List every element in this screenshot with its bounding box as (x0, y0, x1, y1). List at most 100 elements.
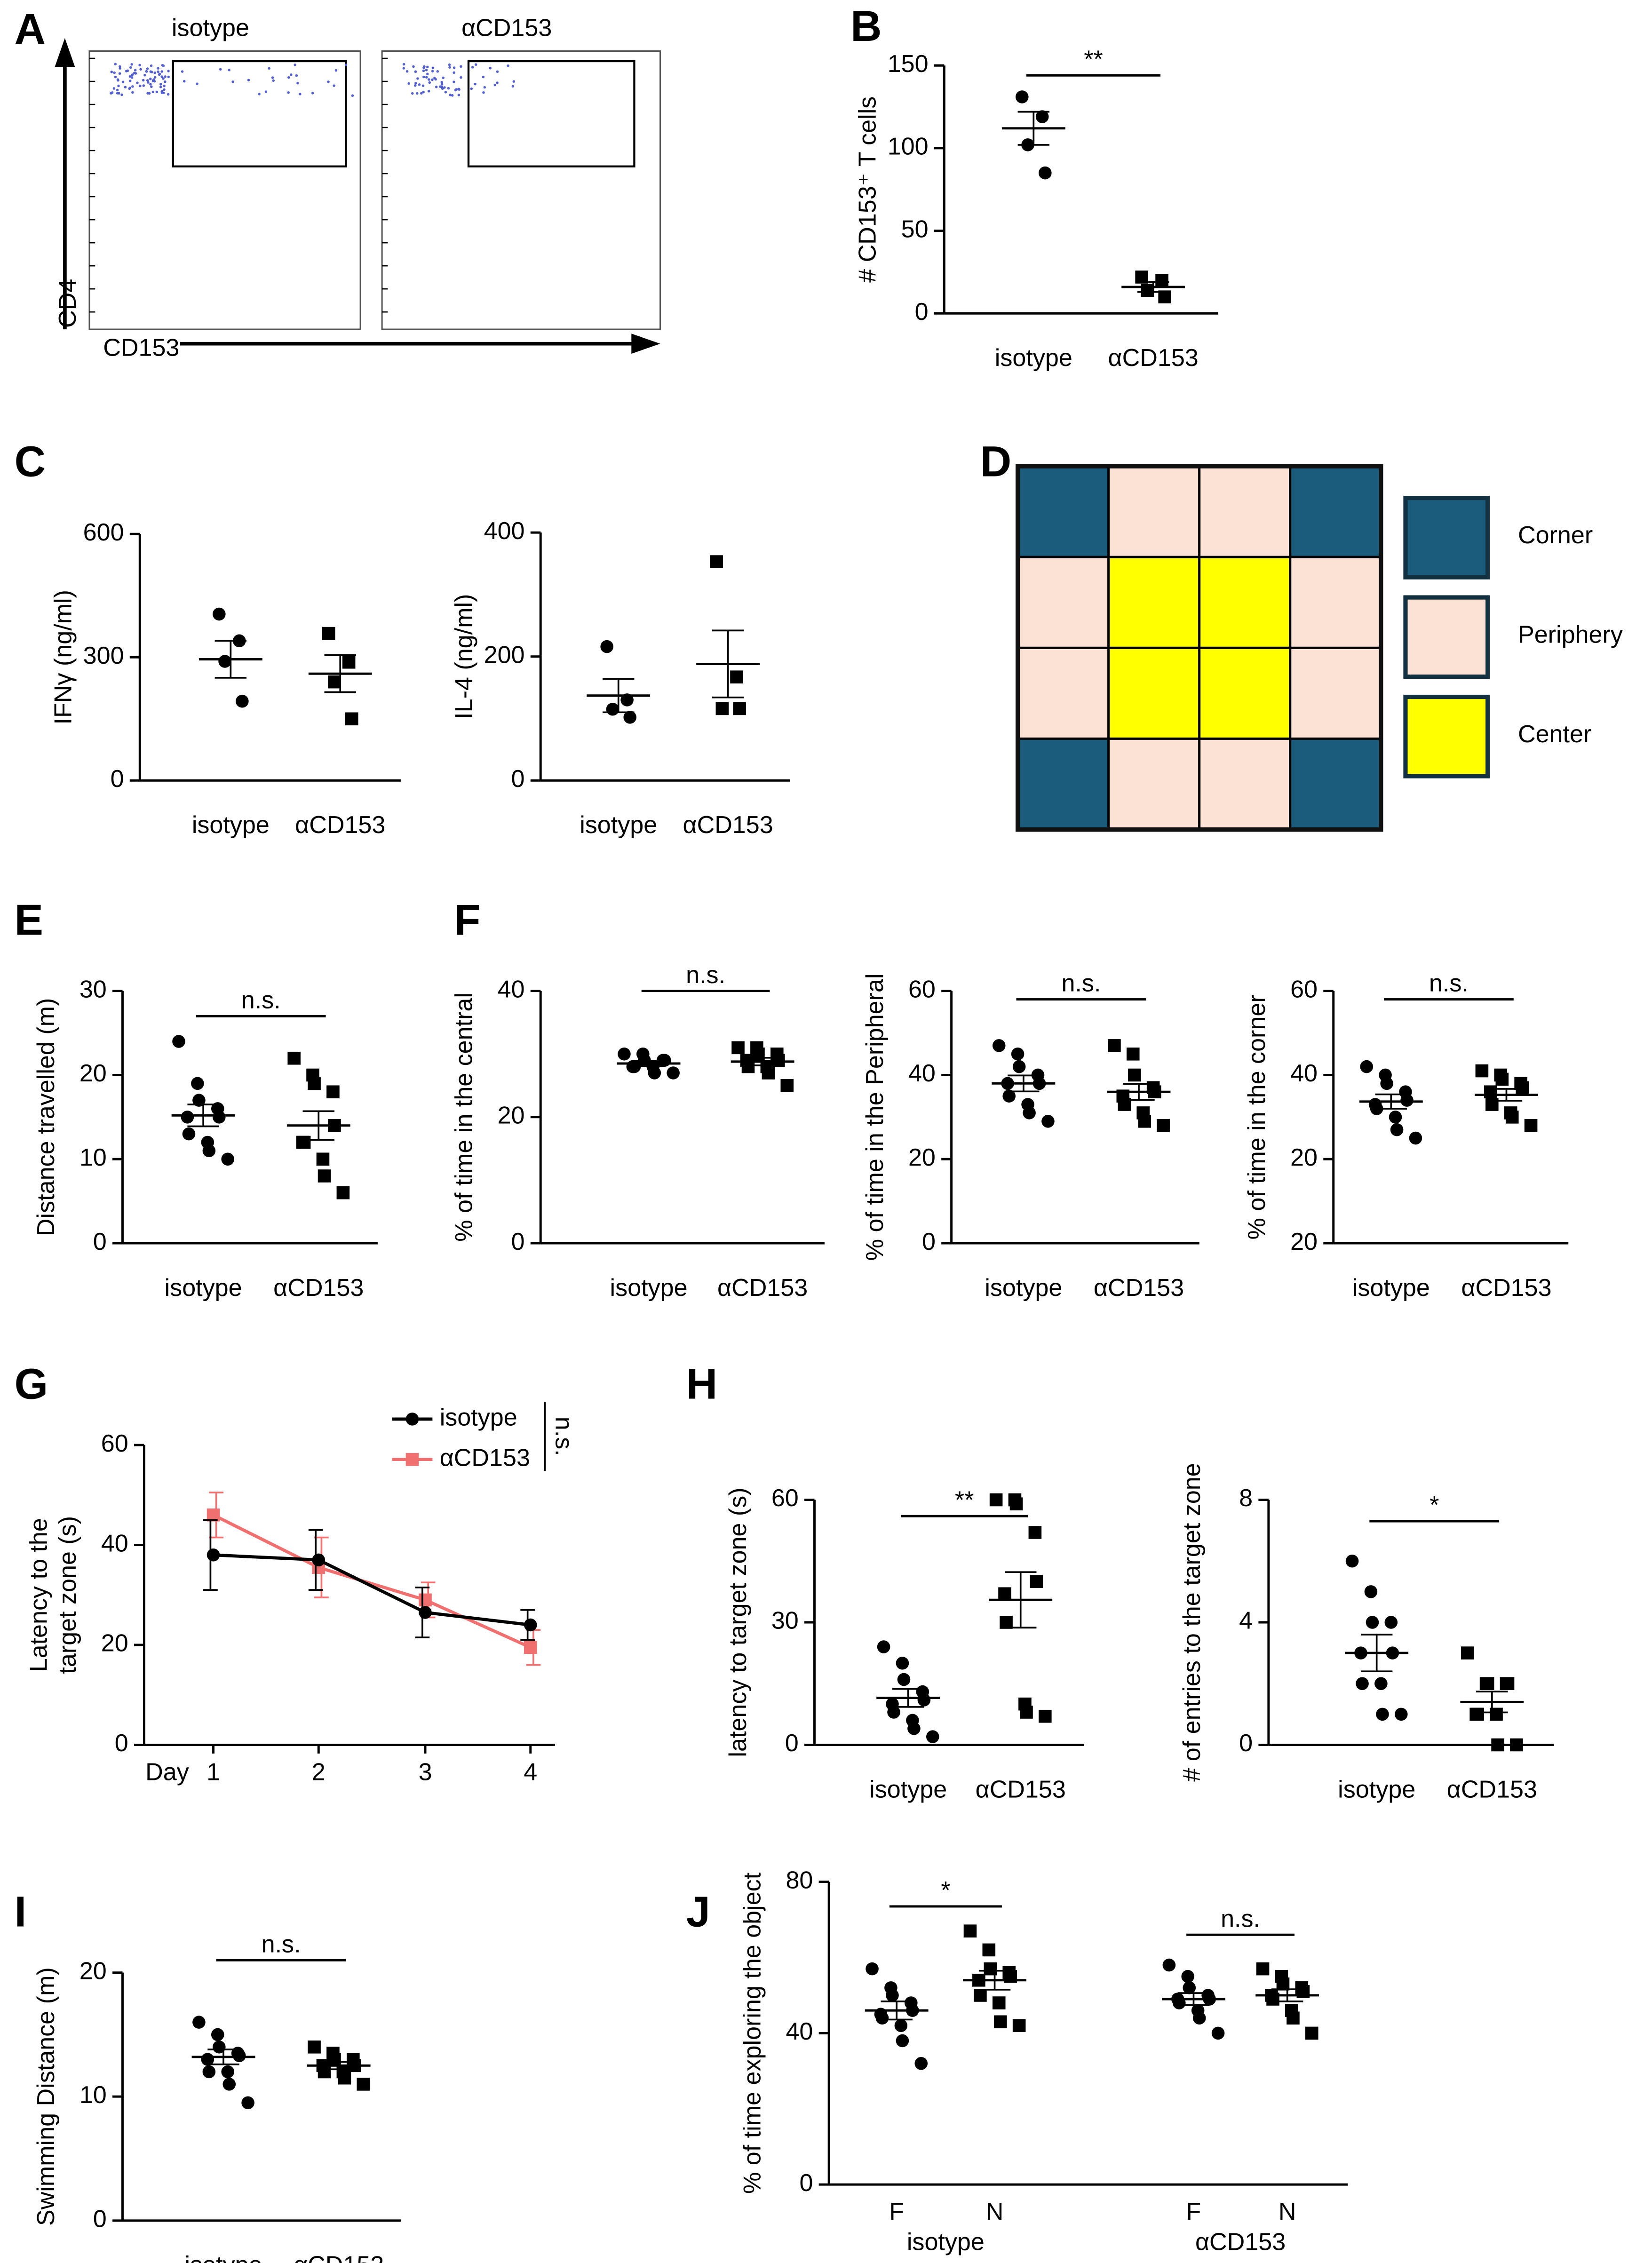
y-tick-label: 10 (79, 2081, 107, 2109)
event-dot (231, 80, 234, 83)
x-tick-label: isotype (1338, 1776, 1415, 1803)
significance-label: n.s. (1061, 970, 1101, 997)
event-dot (427, 90, 430, 93)
zone-cell (1107, 646, 1201, 740)
event-dot (402, 63, 405, 66)
group-label: isotype (907, 2229, 985, 2256)
event-dot (138, 64, 141, 67)
data-point (1516, 1081, 1529, 1095)
legend-swatch (1403, 694, 1490, 778)
event-dot (131, 85, 134, 88)
data-point (312, 1553, 326, 1567)
x-tick-label: αCD153 (1447, 1776, 1537, 1803)
arrow-head (631, 333, 660, 354)
data-point (1287, 2011, 1300, 2025)
zone-cell (1017, 556, 1110, 649)
zone-cell (1107, 556, 1201, 649)
legend-swatch (1403, 496, 1490, 580)
panel-letter: F (454, 896, 480, 944)
event-dot (167, 93, 170, 96)
event-dot (196, 82, 199, 85)
data-point (213, 1111, 226, 1124)
y-axis-label: latency to target zone (s) (724, 1487, 752, 1757)
y-tick-label: 20 (1290, 1144, 1318, 1171)
event-dot (183, 79, 186, 83)
x-axis-label: CD153 (103, 334, 179, 362)
significance-label: ** (1084, 46, 1103, 73)
event-dot (440, 81, 443, 84)
data-point (1276, 1977, 1290, 1991)
y-tick-label: 50 (901, 215, 929, 243)
data-point (1181, 1969, 1194, 1983)
y-axis-label: IFNγ (ng/ml) (50, 590, 77, 724)
event-dot (296, 81, 299, 85)
zone-cell (1107, 737, 1201, 831)
x-tick-label: αCD153 (683, 811, 773, 839)
data-point (1030, 1575, 1043, 1588)
data-point (1364, 1585, 1378, 1598)
data-point (1390, 1123, 1404, 1136)
significance-label: n.s. (1429, 970, 1469, 997)
legend-label: Center (1518, 721, 1591, 748)
event-dot (311, 92, 314, 95)
event-dot (162, 77, 165, 80)
event-dot (440, 85, 444, 88)
legend-label: αCD153 (440, 1444, 530, 1471)
data-point (218, 655, 231, 668)
series-line (213, 1553, 531, 1627)
y-tick-label: 100 (888, 133, 929, 160)
zone-cell (1198, 737, 1292, 831)
data-point (405, 1453, 419, 1466)
event-dot (436, 70, 439, 73)
y-tick-label: 60 (908, 976, 936, 1003)
data-point (1481, 1677, 1494, 1691)
event-dot (130, 63, 133, 66)
panel-letter: I (15, 1888, 27, 1936)
data-point (1011, 1047, 1025, 1061)
plot-frame (88, 50, 361, 330)
data-point (982, 1943, 996, 1957)
data-point (287, 1051, 301, 1065)
x-tick-label: N (986, 2198, 1004, 2225)
event-dot (142, 79, 145, 82)
significance-label: n.s. (686, 961, 725, 989)
event-dot (435, 86, 438, 88)
y-axis-label: Latency to the (25, 1518, 53, 1672)
event-dot (157, 70, 159, 73)
event-dot (142, 84, 145, 87)
y-tick-label: 0 (511, 765, 525, 793)
panel-letter: J (686, 1888, 710, 1936)
data-point (731, 1041, 745, 1055)
y-axis-label: % of time in the central (451, 993, 478, 1242)
event-dot (460, 65, 462, 68)
data-point (1501, 1677, 1515, 1691)
event-dot (118, 72, 121, 75)
data-point (1356, 1677, 1369, 1691)
event-dot (258, 93, 261, 95)
event-dot (271, 76, 274, 79)
data-point (1039, 166, 1052, 180)
data-point (191, 1077, 204, 1090)
plot-title: αCD153 (461, 14, 552, 41)
event-dot (507, 64, 509, 67)
data-point (1495, 1072, 1509, 1086)
event-dot (272, 79, 275, 82)
data-point (181, 1111, 194, 1124)
event-dot (151, 90, 155, 94)
event-dot (489, 67, 492, 70)
event-dot (247, 79, 250, 82)
event-dot (351, 94, 354, 97)
x-tick-label: αCD153 (976, 1776, 1066, 1803)
event-dot (431, 78, 434, 81)
data-point (907, 1722, 921, 1735)
x-tick-label: isotype (610, 1274, 688, 1302)
y-tick-label: 150 (888, 50, 929, 78)
event-dot (482, 75, 485, 79)
event-dot (112, 87, 116, 90)
data-point (994, 2015, 1007, 2029)
group-label: αCD153 (1195, 2229, 1286, 2256)
data-point (1012, 1060, 1026, 1073)
y-tick-label: 20 (79, 1957, 107, 1985)
event-dot (512, 80, 515, 83)
